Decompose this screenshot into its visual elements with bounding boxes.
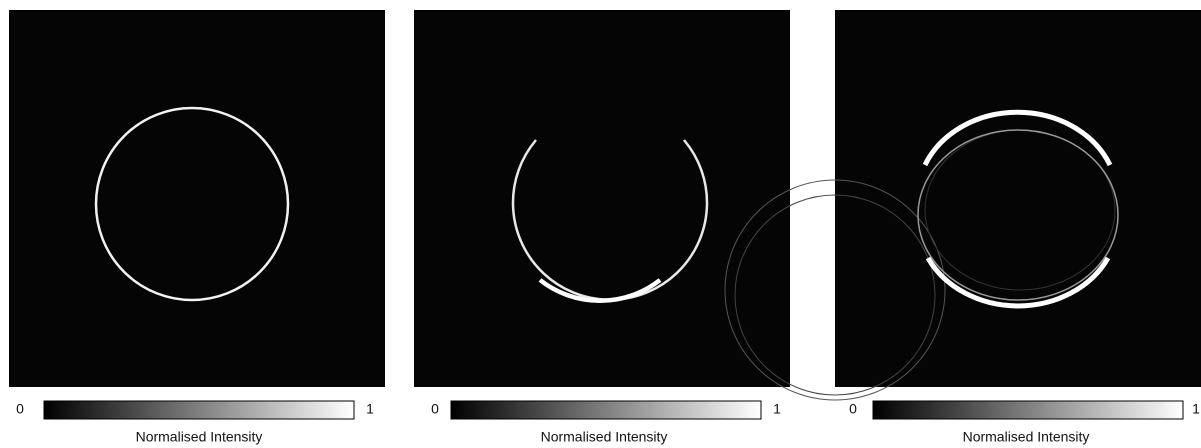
colorbar-max: 1 xyxy=(1192,401,1200,417)
colorbar-label: Normalised Intensity xyxy=(541,429,668,445)
colorbar-min: 0 xyxy=(849,401,857,417)
colorbar-min: 0 xyxy=(16,401,24,417)
panel: 0 1 Normalised Intensity xyxy=(414,10,790,445)
colorbar xyxy=(451,401,761,419)
colorbar-min: 0 xyxy=(431,401,439,417)
image xyxy=(835,10,1201,387)
colorbar xyxy=(873,401,1183,419)
figure: 0 1 Normalised Intensity 0 1 Normalised … xyxy=(0,0,1201,448)
colorbar-label: Normalised Intensity xyxy=(136,429,263,445)
colorbar-label: Normalised Intensity xyxy=(963,429,1090,445)
colorbar xyxy=(44,401,354,419)
panel: 0 1 Normalised Intensity xyxy=(9,10,385,445)
panel: 0 1 Normalised Intensity xyxy=(725,10,1201,445)
image xyxy=(9,10,385,387)
colorbar-max: 1 xyxy=(773,401,781,417)
colorbar-max: 1 xyxy=(366,401,374,417)
image xyxy=(414,10,790,387)
